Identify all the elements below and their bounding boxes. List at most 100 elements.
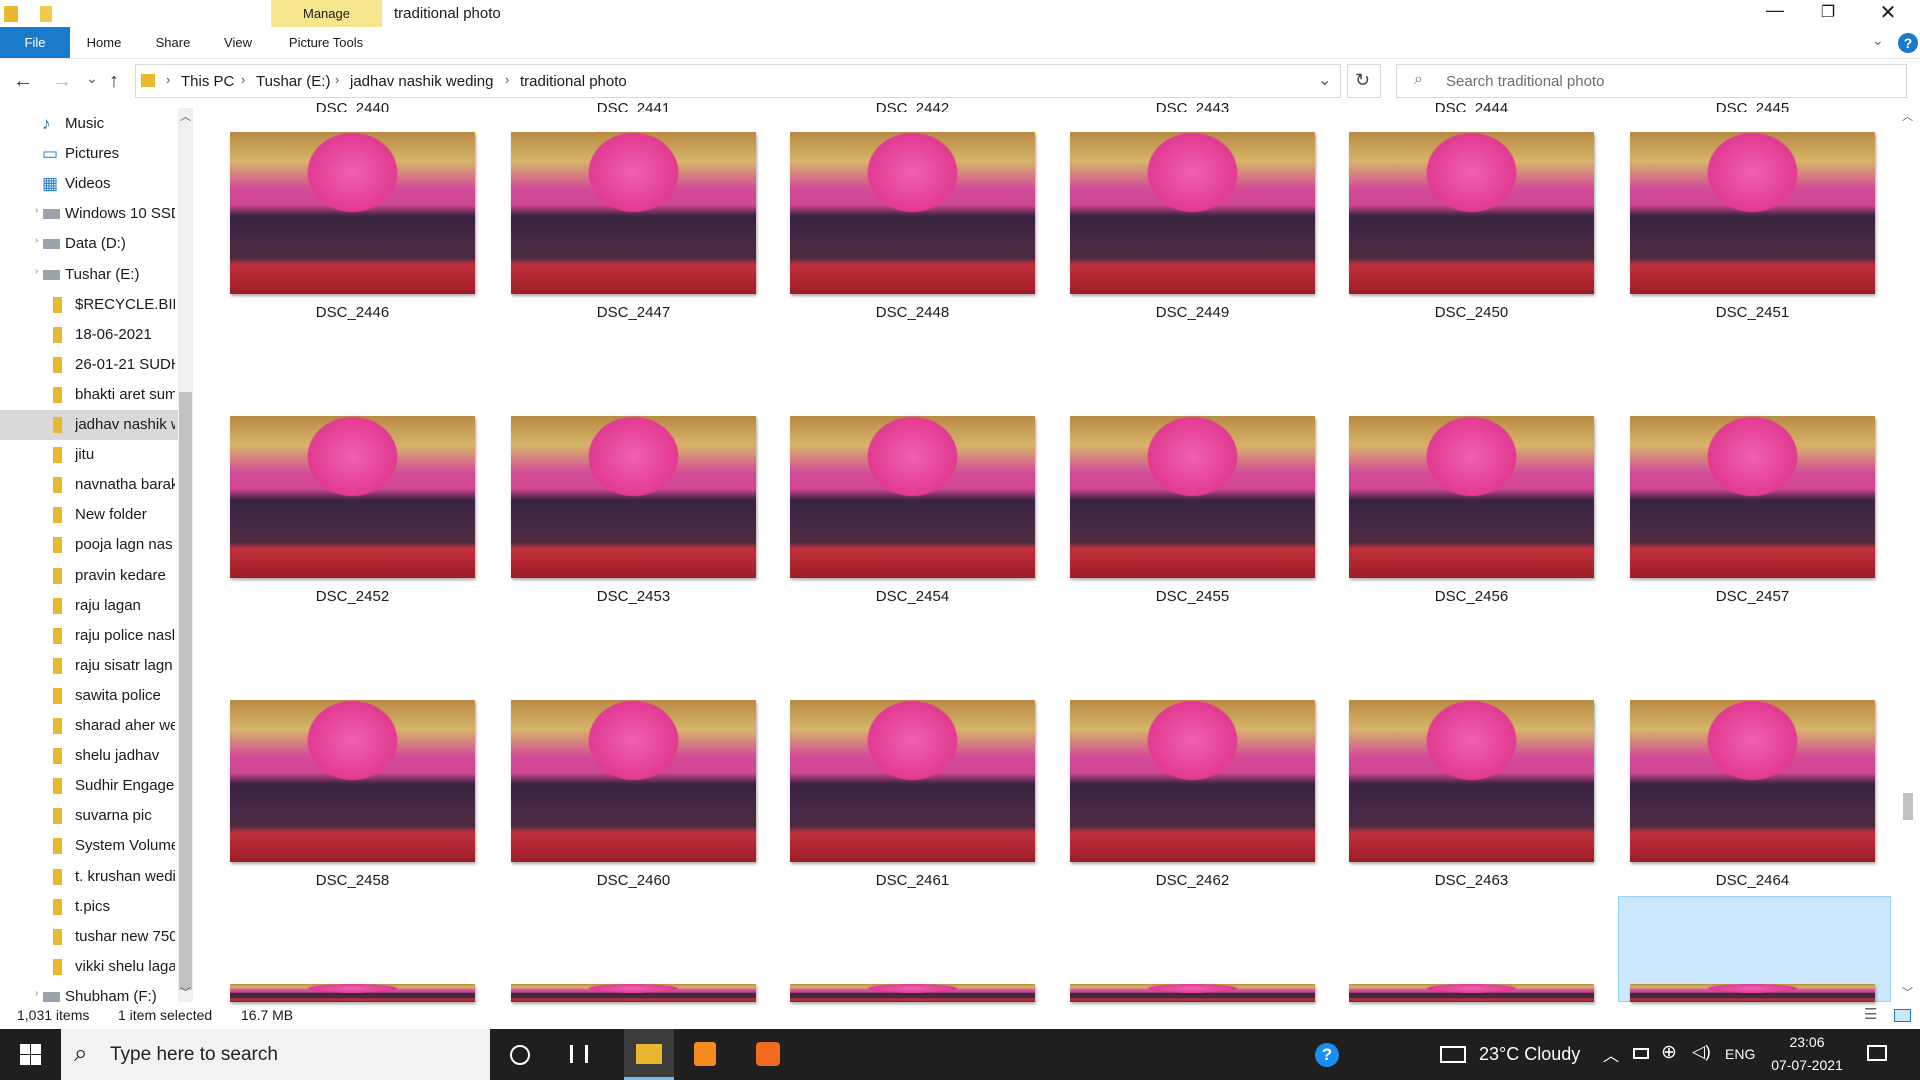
file-name[interactable]: DSC_2453 xyxy=(596,588,671,605)
weather-icon[interactable] xyxy=(1440,1046,1466,1063)
thumbnail[interactable] xyxy=(511,700,756,862)
file-name[interactable]: DSC_2452 xyxy=(315,588,390,605)
nav-item[interactable]: raju police nasl xyxy=(75,626,175,644)
file-name[interactable]: DSC_2442 xyxy=(875,100,950,112)
up-button[interactable]: ↑ xyxy=(109,70,119,92)
thumbnail[interactable] xyxy=(790,132,1035,294)
nav-item[interactable]: Tushar (E:) xyxy=(65,265,140,283)
nav-item[interactable]: 18-06-2021 xyxy=(75,325,152,343)
file-name[interactable]: DSC_2440 xyxy=(315,100,390,112)
nav-item[interactable]: sharad aher we xyxy=(75,717,175,734)
thumbnail[interactable] xyxy=(1630,132,1875,294)
nav-item[interactable]: raju lagan xyxy=(75,596,141,614)
close-button[interactable]: ✕ xyxy=(1879,2,1897,24)
file-name[interactable]: DSC_2454 xyxy=(875,588,950,605)
nav-item[interactable]: raju sisatr lagn xyxy=(75,656,173,674)
nav-item[interactable]: vikki shelu laga xyxy=(75,957,175,975)
nav-scroll-thumb[interactable] xyxy=(179,392,192,990)
file-name[interactable]: DSC_2443 xyxy=(1155,100,1230,112)
thumbnail[interactable] xyxy=(1349,132,1594,294)
thumbnail[interactable] xyxy=(1070,416,1315,578)
file-name[interactable]: DSC_2464 xyxy=(1715,872,1790,889)
task-view-button[interactable] xyxy=(570,1045,588,1063)
thumbnail[interactable] xyxy=(1349,984,1594,1002)
nav-item[interactable]: sawita police xyxy=(75,686,161,704)
thumbnail[interactable] xyxy=(1070,984,1315,1002)
file-name[interactable]: DSC_2456 xyxy=(1434,588,1509,605)
thumbnail[interactable] xyxy=(511,132,756,294)
details-view-button[interactable]: ☰ xyxy=(1864,1006,1878,1023)
nav-item[interactable]: System Volume xyxy=(75,837,175,855)
expand-arrow[interactable]: › xyxy=(35,265,39,277)
taskbar-search[interactable] xyxy=(61,1029,490,1080)
ribbon-tab[interactable]: Home xyxy=(86,35,122,50)
thumbnail[interactable] xyxy=(230,132,475,294)
nav-item[interactable]: Pictures xyxy=(65,145,120,163)
ribbon-tab[interactable]: Picture Tools xyxy=(288,35,364,50)
network-icon[interactable]: ⊕ xyxy=(1661,1042,1677,1063)
file-name[interactable]: DSC_2455 xyxy=(1155,588,1230,605)
refresh-button[interactable]: ↻ xyxy=(1355,70,1371,90)
file-name[interactable]: DSC_2441 xyxy=(596,100,671,112)
nav-item[interactable]: shelu jadhav xyxy=(75,747,160,765)
content-scroll-thumb[interactable] xyxy=(1903,793,1913,820)
nav-item[interactable]: bhakti aret sum xyxy=(75,385,175,403)
file-name[interactable]: DSC_2463 xyxy=(1434,872,1509,889)
nav-item[interactable]: 26-01-21 SUDH xyxy=(75,355,175,373)
file-name[interactable]: DSC_2461 xyxy=(875,872,950,889)
battery-icon[interactable] xyxy=(1633,1048,1649,1059)
help-button[interactable]: ? xyxy=(1898,33,1918,53)
thumbnail[interactable] xyxy=(1630,700,1875,862)
thumbnail[interactable] xyxy=(511,984,756,1002)
nav-item[interactable]: pooja lagn nas xyxy=(75,536,173,554)
nav-item[interactable]: t. krushan wedi xyxy=(75,867,175,885)
ribbon-tab[interactable]: File xyxy=(0,27,70,58)
thumbnail[interactable] xyxy=(790,416,1035,578)
tray-expand[interactable]: ︿ xyxy=(1603,1048,1620,1065)
file-name[interactable]: DSC_2449 xyxy=(1155,304,1230,321)
file-name[interactable]: DSC_2450 xyxy=(1434,304,1509,321)
thumbnail[interactable] xyxy=(511,416,756,578)
content-scroll-up[interactable]: ︿ xyxy=(1902,111,1913,123)
nav-item[interactable]: navnatha barak xyxy=(75,476,175,494)
content-scroll-down[interactable]: ﹀ xyxy=(1902,987,1913,999)
file-name[interactable]: DSC_2448 xyxy=(875,304,950,321)
expand-arrow[interactable]: › xyxy=(35,987,39,999)
breadcrumb[interactable]: This PC xyxy=(181,73,235,90)
notification-button[interactable] xyxy=(1867,1045,1887,1061)
nav-item[interactable]: jadhav nashik w xyxy=(75,416,175,433)
start-button[interactable] xyxy=(20,1044,41,1065)
nav-item[interactable]: tushar new 750 xyxy=(75,927,175,945)
address-dropdown[interactable]: ⌄ xyxy=(1318,72,1332,89)
expand-arrow[interactable]: › xyxy=(35,205,39,217)
sublime-icon[interactable] xyxy=(694,1042,716,1066)
ribbon-expand[interactable]: ⌄ xyxy=(1872,32,1884,48)
thumbnail[interactable] xyxy=(230,416,475,578)
nav-item[interactable]: Sudhir Engager xyxy=(75,777,175,795)
xampp-icon[interactable] xyxy=(756,1042,780,1066)
volume-icon[interactable]: ◁) xyxy=(1692,1042,1711,1061)
nav-item[interactable]: Videos xyxy=(65,175,111,193)
nav-item[interactable]: Windows 10 SSD xyxy=(65,205,175,223)
file-name[interactable]: DSC_2462 xyxy=(1155,872,1230,889)
nav-scroll-down[interactable]: ﹀ xyxy=(180,987,191,999)
file-name[interactable]: DSC_2447 xyxy=(596,304,671,321)
breadcrumb[interactable]: jadhav nashik weding xyxy=(350,73,494,90)
recent-button[interactable]: ⌄ xyxy=(86,70,98,86)
file-name[interactable]: DSC_2451 xyxy=(1715,304,1790,321)
file-name[interactable]: DSC_2457 xyxy=(1715,588,1790,605)
help-tray-icon[interactable]: ? xyxy=(1315,1043,1339,1067)
thumbnail[interactable] xyxy=(790,984,1035,1002)
nav-item[interactable]: pravin kedare xyxy=(75,566,166,584)
thumbnail[interactable] xyxy=(1630,984,1875,1002)
weather-text[interactable]: 23°C Cloudy xyxy=(1479,1044,1581,1064)
file-name[interactable]: DSC_2445 xyxy=(1715,100,1790,112)
thumbnail[interactable] xyxy=(230,984,475,1002)
nav-scroll-up[interactable]: ︿ xyxy=(180,111,191,123)
file-name[interactable]: DSC_2458 xyxy=(315,872,390,889)
nav-item[interactable]: jitu xyxy=(75,446,95,464)
nav-item[interactable]: Data (D:) xyxy=(65,235,126,253)
expand-arrow[interactable]: › xyxy=(35,235,39,247)
thumbnail[interactable] xyxy=(1349,416,1594,578)
thumbnail[interactable] xyxy=(790,700,1035,862)
